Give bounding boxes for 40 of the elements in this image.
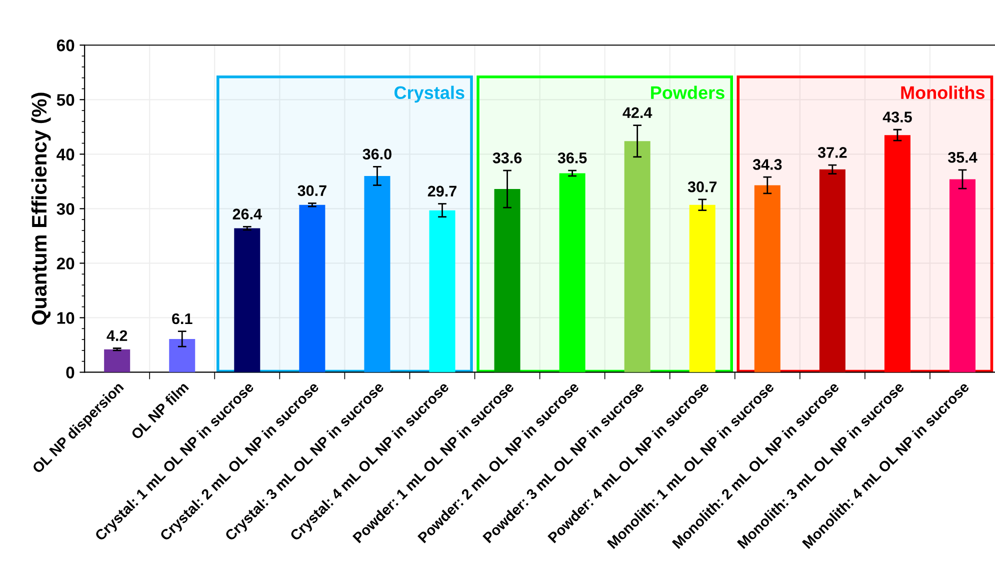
data-label: 4.2 [106,330,128,341]
y-tick-label: 40 [56,148,74,160]
bar [949,179,976,372]
band-label: Crystals [394,86,464,103]
bar [689,204,716,372]
y-tick-label: 30 [56,203,74,215]
bar [624,141,650,372]
data-label: 36.0 [362,148,392,160]
band-label: Monoliths [901,86,985,100]
data-label: 26.4 [232,208,262,220]
data-label: 36.5 [558,152,587,164]
data-label: 29.7 [428,186,456,197]
bar [884,135,910,372]
bar [559,173,586,372]
data-label: 30.7 [298,185,326,196]
bar [299,204,326,372]
y-tick-label: 10 [57,312,74,324]
y-axis-title: Quantum Efficiency (%) [31,92,51,325]
bar [169,338,196,372]
bar [754,185,780,372]
data-label: 34.3 [752,159,782,170]
bar [494,189,520,372]
data-label: 6.1 [172,313,192,324]
data-label: 42.4 [622,107,652,118]
bar [429,210,456,372]
bar [104,349,130,372]
data-label: 43.5 [882,112,912,122]
bar [819,169,846,372]
y-tick-label: 0 [66,366,74,378]
data-label: 37.2 [818,147,847,158]
y-tick-label: 20 [56,258,74,270]
data-label: 30.7 [688,181,717,192]
y-tick-label: 50 [56,94,74,106]
data-label: 35.4 [948,152,978,163]
bar [234,228,260,372]
bar [364,176,390,372]
y-tick-label: 60 [56,40,74,52]
band-label: Powders [651,86,724,100]
data-label: 33.6 [492,152,522,164]
x-tick-label: OL NP film [130,381,190,440]
